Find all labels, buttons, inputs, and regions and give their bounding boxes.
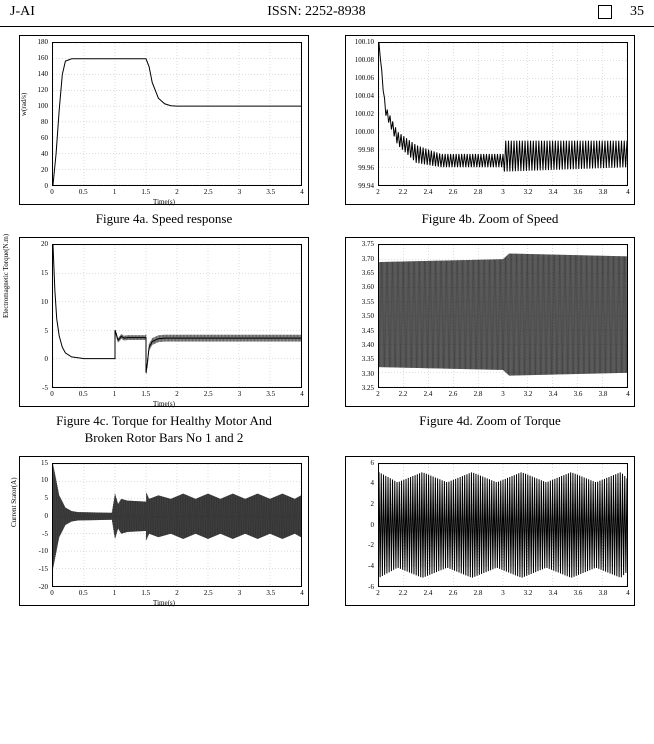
chart-4d-plot — [378, 244, 628, 388]
chart-4e: Current Stator(A) -20-15-10-5051015 00.5… — [19, 456, 309, 606]
figure-4a: w(rad/s) 020406080100120140160180 00.511… — [14, 35, 314, 229]
chart-4a-yticks: 020406080100120140160180 — [20, 42, 50, 186]
chart-4c-ylabel: Electromagnetic Torque(N.m) — [2, 234, 10, 318]
header-right: 35 — [598, 4, 644, 20]
figure-4e: Current Stator(A) -20-15-10-5051015 00.5… — [14, 456, 314, 606]
chart-4b-yticks: 99.9499.9699.98100.00100.02100.04100.061… — [346, 42, 376, 186]
figure-row-3: Current Stator(A) -20-15-10-5051015 00.5… — [0, 448, 654, 606]
header-issn: ISSN: 2252-8938 — [35, 4, 598, 20]
chart-4c: Electromagnetic Torque(N.m) -505101520 0… — [19, 237, 309, 407]
chart-4c-yticks: -505101520 — [20, 244, 50, 388]
chart-4b-plot — [378, 42, 628, 186]
chart-4a-xticks: 00.511.522.533.54 — [52, 188, 302, 202]
caption-4a: Figure 4a. Speed response — [96, 211, 232, 227]
chart-4b-xticks: 22.22.42.62.833.23.43.63.84 — [378, 188, 628, 202]
chart-4c-plot — [52, 244, 302, 388]
header-left: J-AI — [10, 4, 35, 20]
chart-4c-xticks: 00.511.522.533.54 — [52, 390, 302, 404]
figure-4f: -6-4-20246 22.22.42.62.833.23.43.63.84 — [340, 456, 640, 606]
chart-4c-xlabel: Time(s) — [153, 400, 175, 408]
caption-4c-line1: Figure 4c. Torque for Healthy Motor And — [56, 413, 272, 428]
chart-4d-yticks: 3.253.303.353.403.453.503.553.603.653.70… — [346, 244, 376, 388]
caption-4c-line2: Broken Rotor Bars No 1 and 2 — [85, 430, 244, 445]
chart-4e-xlabel: Time(s) — [153, 599, 175, 607]
page-number: 35 — [630, 4, 644, 20]
caption-4c: Figure 4c. Torque for Healthy Motor And … — [56, 413, 272, 446]
chart-4a: w(rad/s) 020406080100120140160180 00.511… — [19, 35, 309, 205]
chart-4e-yticks: -20-15-10-5051015 — [20, 463, 50, 587]
figure-4c: Electromagnetic Torque(N.m) -505101520 0… — [14, 237, 314, 448]
caption-4d: Figure 4d. Zoom of Torque — [419, 413, 560, 429]
chart-4f-xticks: 22.22.42.62.833.23.43.63.84 — [378, 589, 628, 603]
chart-4f-plot — [378, 463, 628, 587]
page-header: J-AI ISSN: 2252-8938 35 — [0, 0, 654, 27]
chart-4e-ylabel: Current Stator(A) — [10, 477, 18, 527]
figure-row-1: w(rad/s) 020406080100120140160180 00.511… — [0, 27, 654, 229]
page-box-icon — [598, 5, 612, 19]
chart-4d: 3.253.303.353.403.453.503.553.603.653.70… — [345, 237, 635, 407]
chart-4b: 99.9499.9699.98100.00100.02100.04100.061… — [345, 35, 635, 205]
figure-row-2: Electromagnetic Torque(N.m) -505101520 0… — [0, 229, 654, 448]
caption-4b: Figure 4b. Zoom of Speed — [422, 211, 559, 227]
chart-4a-plot — [52, 42, 302, 186]
chart-4d-xticks: 22.22.42.62.833.23.43.63.84 — [378, 390, 628, 404]
figure-4b: 99.9499.9699.98100.00100.02100.04100.061… — [340, 35, 640, 229]
chart-4e-xticks: 00.511.522.533.54 — [52, 589, 302, 603]
chart-4e-plot — [52, 463, 302, 587]
chart-4f-yticks: -6-4-20246 — [346, 463, 376, 587]
chart-4f: -6-4-20246 22.22.42.62.833.23.43.63.84 — [345, 456, 635, 606]
figure-4d: 3.253.303.353.403.453.503.553.603.653.70… — [340, 237, 640, 448]
chart-4a-xlabel: Time(s) — [153, 198, 175, 206]
